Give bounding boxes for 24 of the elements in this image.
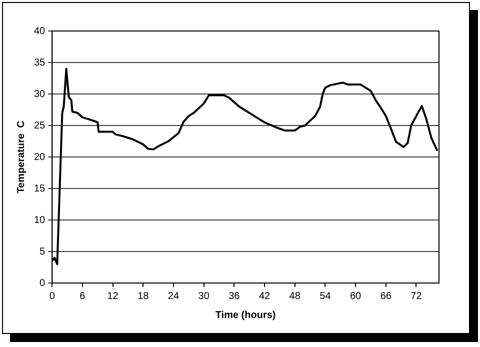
y-tick-label: 5 (40, 246, 46, 258)
x-tick-label: 42 (258, 290, 271, 302)
y-tick-label: 10 (34, 214, 46, 226)
x-tick-label: 66 (380, 290, 392, 302)
x-tick-label: 60 (350, 290, 362, 302)
x-axis-title: Time (hours) (215, 310, 276, 321)
x-tick-label: 54 (320, 290, 332, 302)
x-tick-label: 30 (198, 290, 210, 302)
x-tick-label: 0 (49, 290, 56, 302)
x-tick-label: 24 (168, 290, 180, 302)
y-tick-label: 25 (34, 120, 46, 132)
y-tick-label: 0 (40, 278, 46, 289)
y-tick-label: 20 (34, 152, 46, 163)
x-tick-label: 36 (228, 290, 240, 302)
x-tick-label: 12 (107, 290, 119, 302)
x-tick-label: 48 (289, 290, 301, 302)
y-tick-label: 15 (34, 183, 46, 194)
x-tick-label: 6 (80, 290, 86, 302)
y-tick-label: 30 (34, 88, 46, 100)
y-tick-label: 35 (34, 57, 46, 68)
y-axis-title: Temperature C (16, 120, 27, 194)
y-tick-label: 40 (34, 26, 46, 37)
x-tick-label: 72 (410, 290, 422, 302)
x-tick-label: 18 (138, 290, 150, 302)
